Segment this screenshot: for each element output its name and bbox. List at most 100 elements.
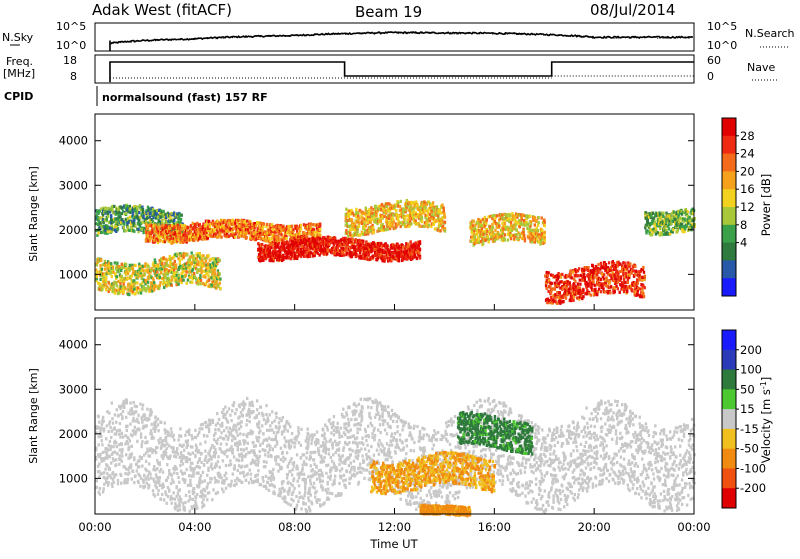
power-cell [205,260,207,263]
power-cell [112,265,114,268]
power-cell [309,255,311,258]
power-cell [300,227,302,230]
power-cell [504,233,506,236]
power-cell [157,216,159,219]
power-cell [283,247,285,250]
power-cell [561,273,563,276]
nave-tick-top: 60 [707,54,721,67]
power-band [95,251,222,296]
power-cell [159,239,161,242]
power-cell [123,283,125,286]
power-cell [110,214,112,217]
power-cell [594,284,596,287]
power-cell [207,274,209,277]
power-cell [200,279,202,282]
power-cell [319,228,321,231]
power-cell [134,225,136,228]
power-cell [431,213,433,216]
power-cell [537,216,539,219]
power-cell [337,253,339,256]
power-band [345,199,447,238]
power-cell [510,237,512,240]
power-cell [166,259,168,262]
power-cell [441,204,443,207]
power-cell [219,272,221,275]
power-band [469,212,546,247]
power-cell [261,243,263,246]
power-cell [370,206,372,209]
power-cell [181,224,183,227]
power-cell [526,227,528,230]
power-cell [202,254,204,257]
power-cell [136,206,138,209]
power-cell [105,207,107,210]
power-cell [193,272,195,275]
power-cell [259,234,261,237]
power-cell [219,287,221,290]
power-cell [114,292,116,295]
power-cell [481,227,483,230]
power-cell [373,231,375,234]
power-cell [99,216,101,219]
power-cell [610,285,612,288]
power-cell [118,265,120,268]
power-cell [158,226,160,229]
power-cell [358,225,360,228]
power-cell [186,282,188,285]
power-cell [579,279,581,282]
power-cell [263,222,265,225]
power-cell [600,278,602,281]
power-cell [250,231,252,234]
power-cell [492,226,494,229]
power-cell [444,229,446,232]
power-cell [365,207,367,210]
power-cell [571,276,573,279]
power-cell [530,220,532,223]
power-cell [127,272,129,275]
noise-series [110,32,693,51]
power-cell [524,237,526,240]
power-cell [115,281,117,284]
power-cell [147,265,149,268]
power-cell [96,275,98,278]
power-cell [523,234,525,237]
power-cell [99,222,101,225]
power-cell [392,214,394,217]
power-cell [603,273,605,276]
power-cell [144,272,146,275]
power-cell [162,231,164,234]
power-cell [270,246,272,249]
power-cell [356,230,358,233]
power-cell [572,299,574,302]
power-cell [537,229,539,232]
power-cell [200,269,202,272]
power-cell [546,287,548,290]
power-cell [498,224,500,227]
power-cell [185,274,187,277]
power-cell [181,227,183,230]
power-cell [127,226,129,229]
power-cell [278,242,280,245]
power-cell [178,274,180,277]
power-cell [419,242,421,245]
power-cell [435,220,437,223]
power-cell [592,280,594,283]
power-cell [380,220,382,223]
power-cell [197,282,199,285]
power-cell [419,206,421,209]
power-cell [104,268,106,271]
power-cell [181,275,183,278]
power-cell [181,214,183,217]
power-cell [153,281,155,284]
power-cell [110,262,112,265]
cpid-text: normalsound (fast) 157 RF [102,91,268,104]
power-cell [388,250,390,253]
power-cell [137,228,139,231]
power-cell [125,212,127,215]
power-cell [191,281,193,284]
power-cell [421,220,423,223]
power-cell [436,205,438,208]
power-cell [439,229,441,232]
power-cell [398,259,400,262]
